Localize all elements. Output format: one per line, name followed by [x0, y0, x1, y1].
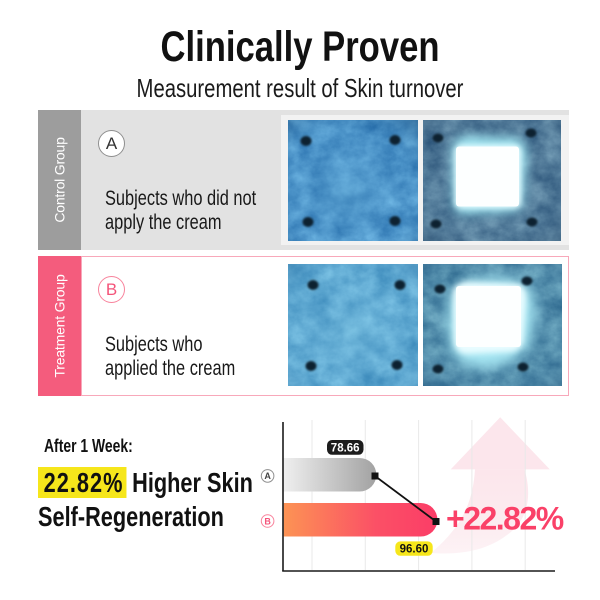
svg-text:B: B — [264, 516, 271, 526]
svg-text:78.66: 78.66 — [331, 443, 360, 455]
svg-text:96.60: 96.60 — [400, 544, 429, 556]
svg-text:+22.82%: +22.82% — [446, 501, 564, 537]
svg-text:A: A — [264, 471, 271, 481]
